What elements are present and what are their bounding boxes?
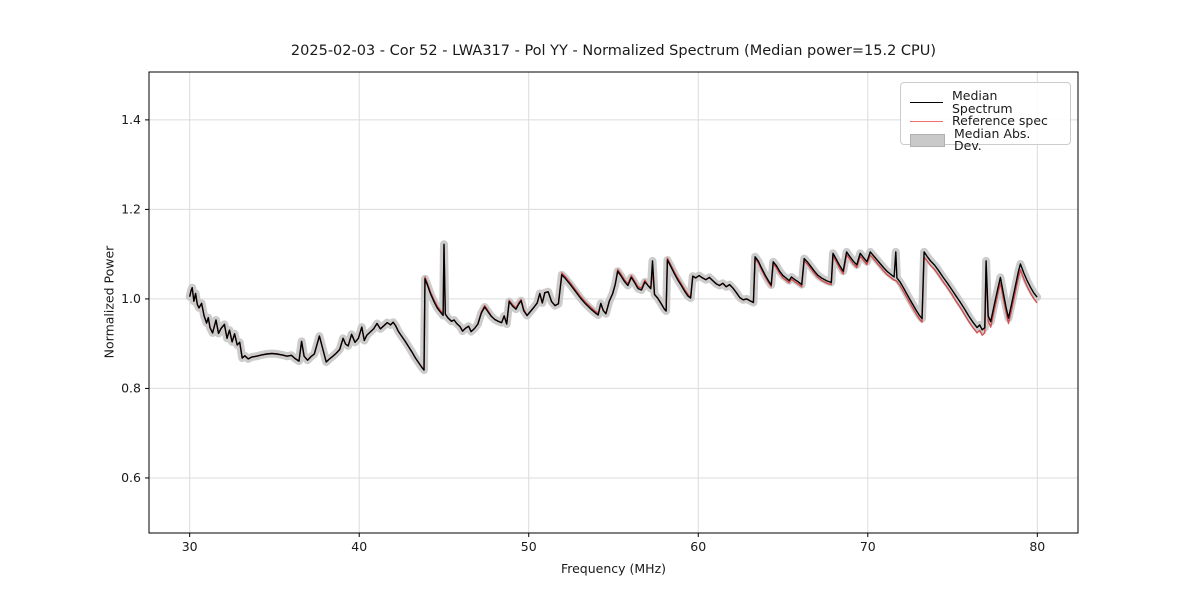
y-tick-label: 0.6 bbox=[121, 470, 141, 485]
plot-frame bbox=[148, 71, 1079, 534]
y-tick-label: 1.0 bbox=[121, 291, 141, 306]
x-tick-label: 30 bbox=[182, 539, 198, 554]
x-tick-label: 50 bbox=[521, 539, 537, 554]
median-abs-dev-swatch-icon bbox=[910, 133, 945, 147]
legend-item-median-spectrum: Median Spectrum bbox=[910, 88, 1061, 116]
x-tick-label: 40 bbox=[351, 539, 367, 554]
legend-label: Median Spectrum bbox=[952, 88, 1013, 116]
x-tick-label: 60 bbox=[690, 539, 706, 554]
y-tick-label: 0.8 bbox=[121, 381, 141, 396]
y-tick-label: 1.4 bbox=[121, 112, 141, 127]
legend-item-reference-spec: Reference spec bbox=[910, 113, 1061, 128]
mad-band bbox=[185, 240, 1042, 375]
x-axis-label: Frequency (MHz) bbox=[560, 561, 667, 576]
y-tick-label: 1.2 bbox=[121, 202, 141, 217]
x-tick-label: 80 bbox=[1029, 539, 1045, 554]
reference-spec-swatch-icon bbox=[910, 120, 943, 122]
legend: Median Spectrum Reference spec Median Ab… bbox=[900, 82, 1071, 152]
median-spectrum-swatch-icon bbox=[910, 102, 943, 103]
chart-title: 2025-02-03 - Cor 52 - LWA317 - Pol YY - … bbox=[290, 43, 937, 59]
legend-item-median-abs-dev: Median Abs. Dev. bbox=[910, 125, 1061, 153]
x-tick-label: 70 bbox=[860, 539, 876, 554]
y-axis-label: Normalized Power bbox=[101, 245, 117, 359]
median-spectrum-line bbox=[189, 243, 1038, 371]
legend-label: Reference spec bbox=[952, 113, 1048, 128]
legend-label: Median Abs. Dev. bbox=[954, 125, 1031, 153]
